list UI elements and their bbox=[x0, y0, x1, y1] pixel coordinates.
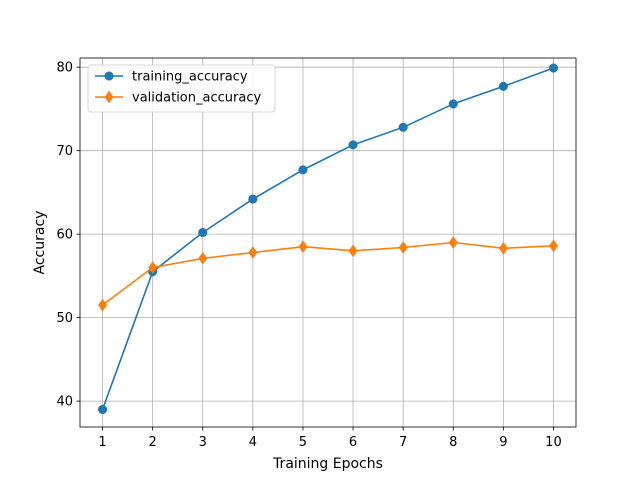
data-point bbox=[498, 241, 508, 255]
series-line bbox=[101, 67, 554, 410]
x-tick-label: 9 bbox=[499, 435, 507, 450]
data-point bbox=[98, 298, 108, 312]
series-validation-accuracy bbox=[98, 236, 558, 312]
data-point bbox=[298, 240, 308, 254]
x-tick-label: 7 bbox=[399, 435, 407, 450]
legend-item: training_accuracy bbox=[95, 70, 248, 85]
y-tick-label: 40 bbox=[56, 395, 73, 410]
y-tick-label: 70 bbox=[56, 144, 73, 159]
data-point bbox=[248, 246, 258, 259]
data-point bbox=[97, 404, 108, 415]
legend-swatch-marker bbox=[104, 71, 114, 81]
legend-box bbox=[87, 64, 276, 113]
series-training-accuracy bbox=[97, 63, 559, 415]
data-point bbox=[448, 236, 458, 249]
legend-label: validation_accuracy bbox=[132, 91, 261, 106]
y-axis-label: Accuracy bbox=[32, 211, 48, 275]
data-point bbox=[398, 122, 408, 132]
data-point bbox=[548, 239, 558, 253]
data-point bbox=[348, 244, 358, 258]
data-point bbox=[348, 140, 358, 150]
legend-label: training_accuracy bbox=[132, 70, 248, 85]
x-tick-label: 8 bbox=[449, 435, 457, 450]
plot-frame bbox=[79, 57, 577, 428]
y-tick-label: 80 bbox=[56, 61, 73, 76]
y-tick-label: 50 bbox=[56, 311, 73, 326]
legend: training_accuracy validation_accuracy bbox=[87, 64, 276, 113]
data-point bbox=[548, 63, 559, 73]
series-line bbox=[102, 241, 554, 306]
x-tick-label: 10 bbox=[545, 435, 562, 450]
y-tick-label: 60 bbox=[56, 228, 73, 243]
series-layer bbox=[97, 63, 559, 415]
axes: 1 2 3 4 5 6 7 8 9 10 40 50 60 70 80 bbox=[56, 61, 561, 450]
x-tick-label: 5 bbox=[299, 435, 307, 450]
x-tick-label: 1 bbox=[98, 435, 106, 450]
data-point bbox=[298, 165, 308, 175]
data-point bbox=[498, 81, 508, 91]
data-point bbox=[398, 241, 408, 254]
x-tick-label: 2 bbox=[149, 435, 157, 450]
data-point bbox=[148, 261, 158, 274]
x-axis-label: Training Epochs bbox=[272, 456, 383, 472]
legend-item: validation_accuracy bbox=[95, 91, 261, 106]
legend-swatch-marker bbox=[104, 90, 114, 104]
x-tick-label: 3 bbox=[199, 435, 207, 450]
x-tick-label: 4 bbox=[249, 435, 257, 450]
data-point bbox=[448, 99, 458, 109]
x-tick-label: 6 bbox=[349, 435, 357, 450]
data-point bbox=[198, 251, 208, 265]
data-point bbox=[198, 227, 208, 238]
data-point bbox=[248, 194, 258, 204]
grid-lines bbox=[80, 58, 576, 427]
